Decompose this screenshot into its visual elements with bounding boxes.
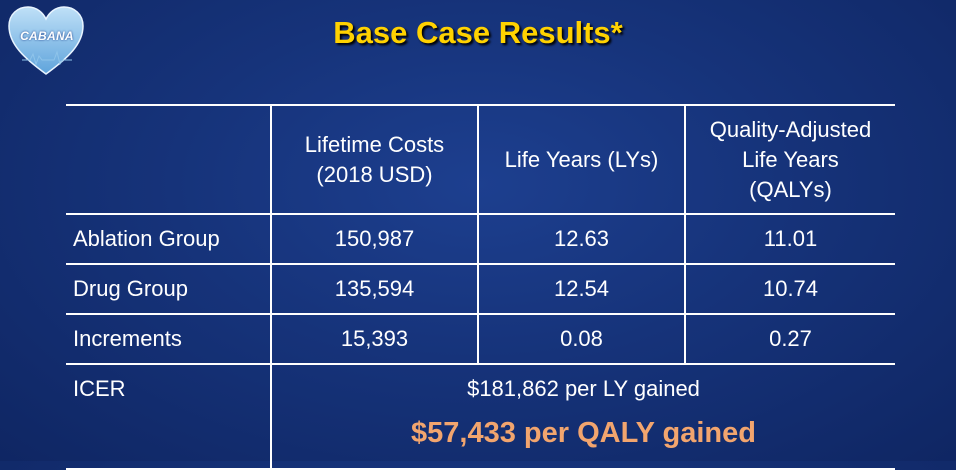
table-header-row: Lifetime Costs (2018 USD) Life Years (LY… [66, 104, 895, 215]
header-life-years: Life Years (LYs) [477, 104, 685, 215]
results-table: Lifetime Costs (2018 USD) Life Years (LY… [66, 104, 895, 470]
row-label: Ablation Group [66, 214, 271, 265]
cell-lifetime-costs: 135,594 [270, 264, 478, 315]
cell-qalys: 10.74 [684, 264, 895, 315]
icer-per-ly: $181,862 per LY gained [467, 376, 700, 401]
slide-title: Base Case Results* [333, 15, 623, 50]
row-label: Increments [66, 314, 271, 365]
cell-lifetime-costs: 15,393 [270, 314, 478, 365]
cell-qalys: 11.01 [684, 214, 895, 265]
row-label: Drug Group [66, 264, 271, 315]
cell-lifetime-costs: 150,987 [270, 214, 478, 265]
icer-label: ICER [66, 364, 271, 470]
cell-qalys: 0.27 [684, 314, 895, 365]
table-row: Drug Group 135,594 12.54 10.74 [66, 264, 895, 315]
table-row: Ablation Group 150,987 12.63 11.01 [66, 214, 895, 265]
icer-per-qaly: $57,433 per QALY gained [411, 417, 756, 449]
table-row: Increments 15,393 0.08 0.27 [66, 314, 895, 365]
header-qalys: Quality-Adjusted Life Years (QALYs) [684, 104, 895, 215]
header-empty-cell [66, 104, 271, 215]
cell-life-years: 12.54 [477, 264, 685, 315]
cell-life-years: 12.63 [477, 214, 685, 265]
cell-life-years: 0.08 [477, 314, 685, 365]
icer-row: ICER $181,862 per LY gained $57,433 per … [66, 364, 895, 470]
cabana-logo: CABANA [6, 4, 86, 78]
logo-text: CABANA [20, 29, 74, 43]
icer-values: $181,862 per LY gained $57,433 per QALY … [270, 364, 895, 470]
header-lifetime-costs: Lifetime Costs (2018 USD) [270, 104, 478, 215]
heart-icon [8, 6, 84, 75]
